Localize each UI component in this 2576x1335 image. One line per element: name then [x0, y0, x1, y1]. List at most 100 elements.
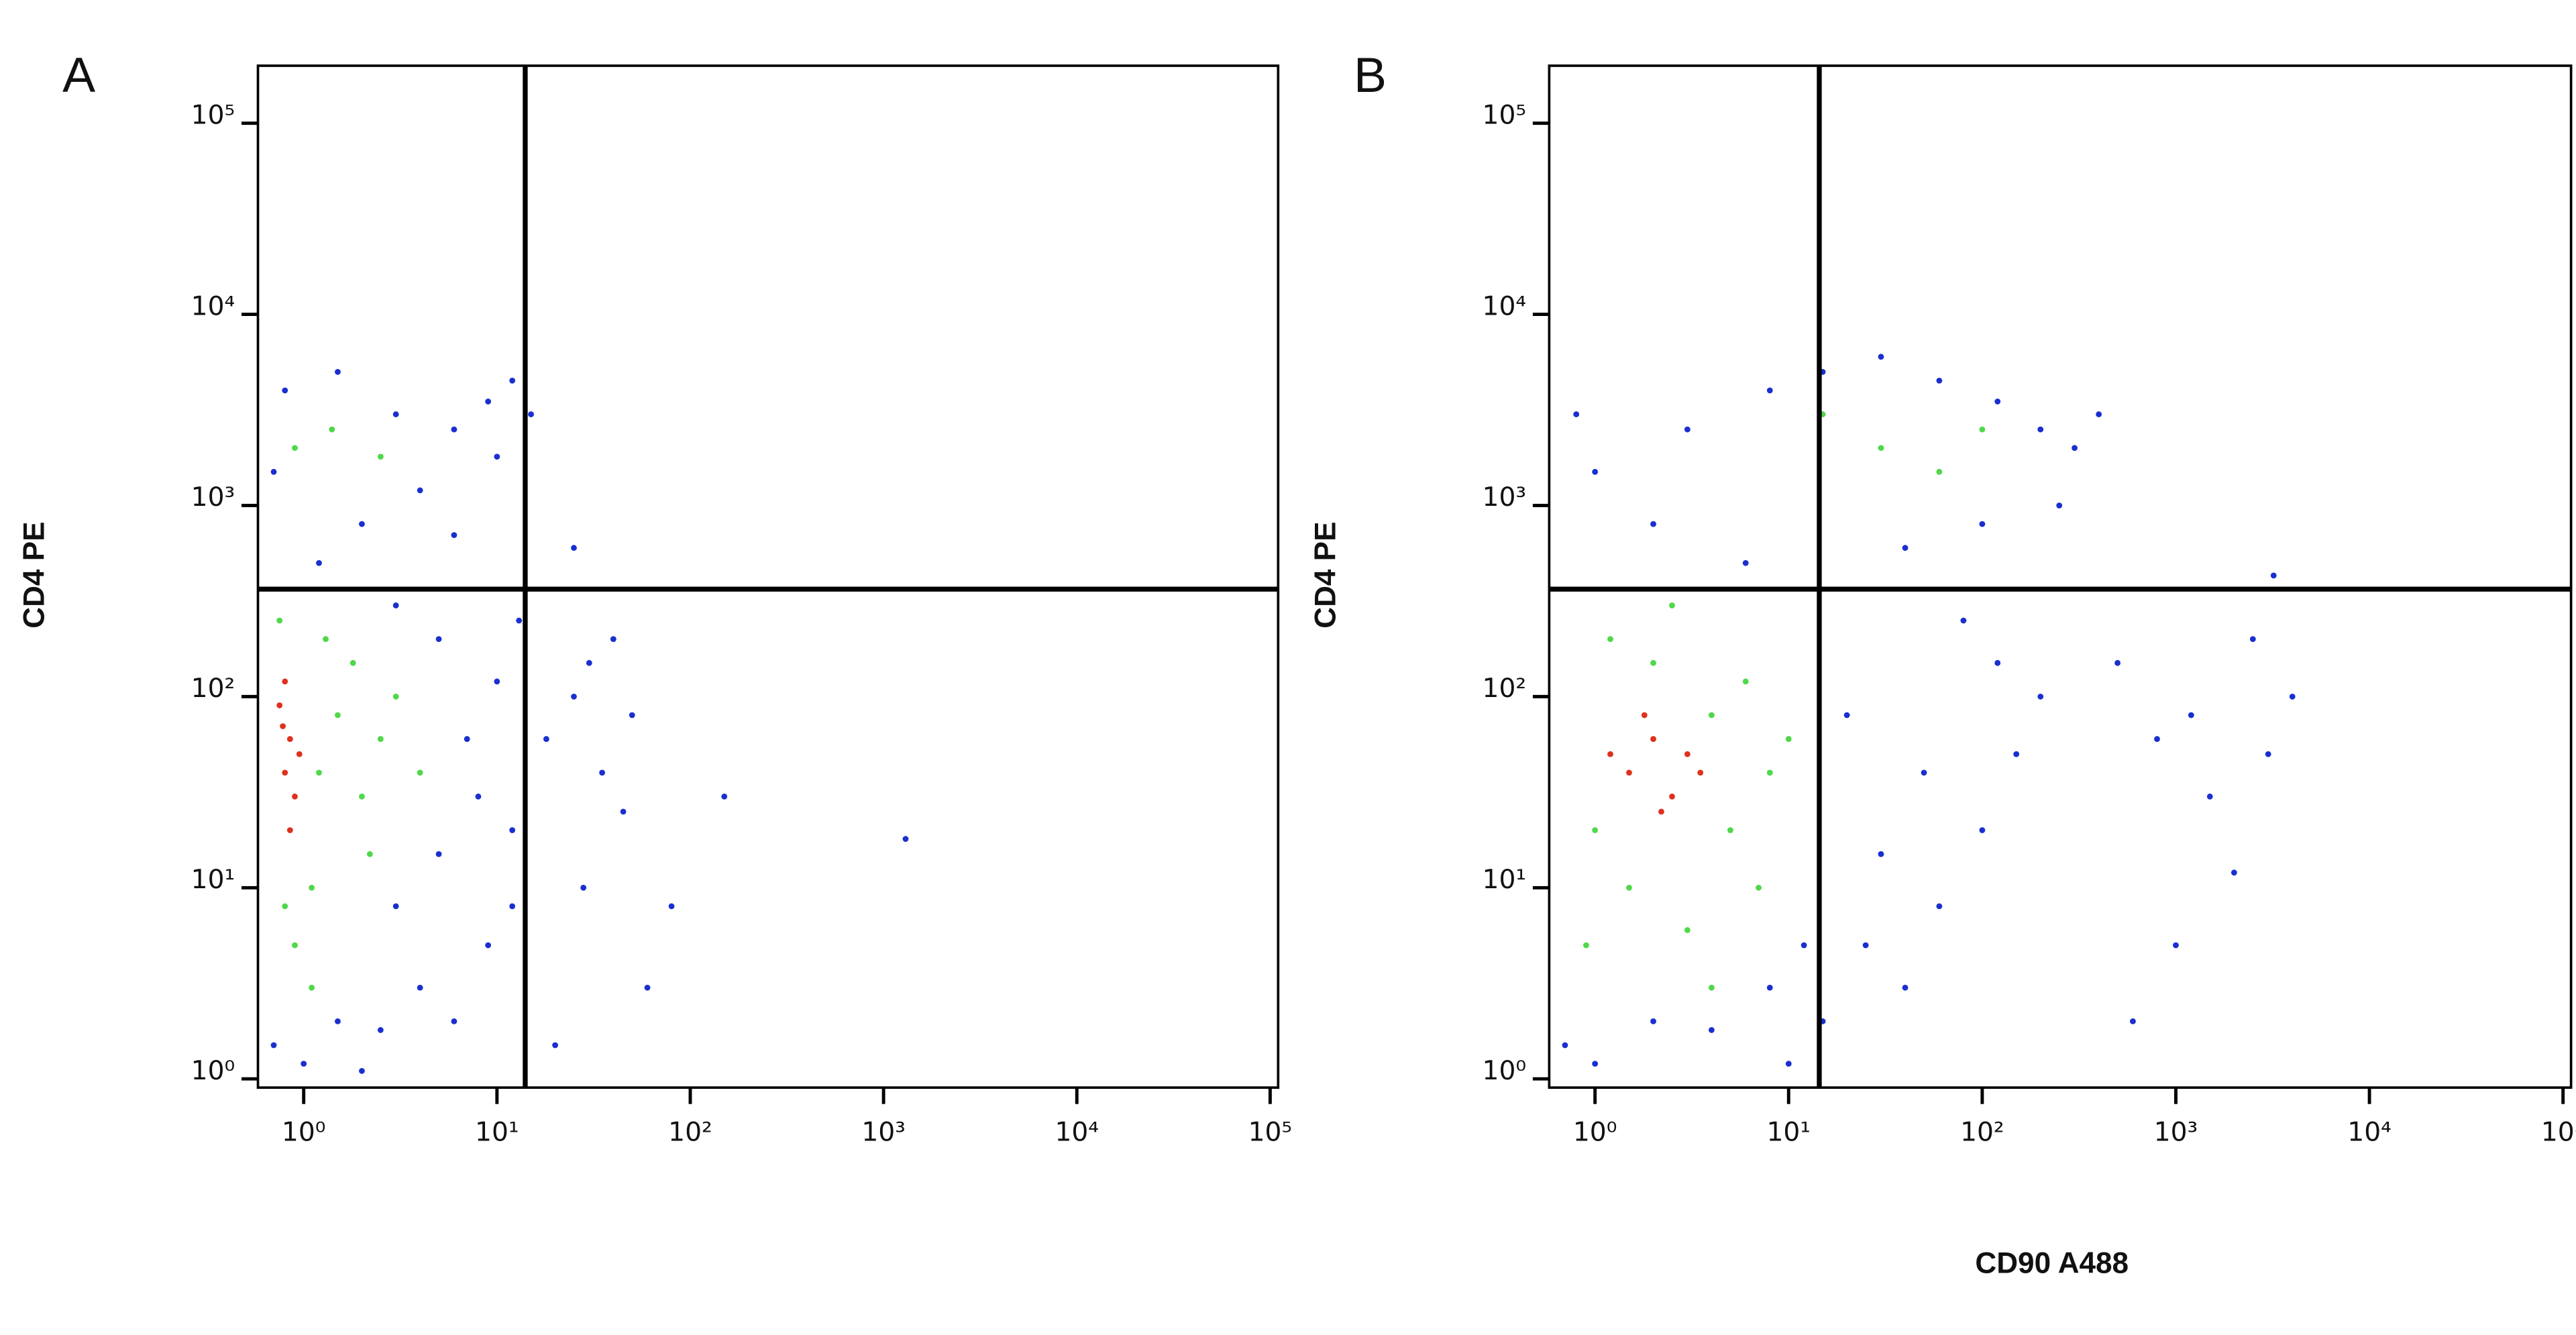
event-point [451, 426, 458, 433]
event-point [1742, 559, 1749, 566]
x-tick-label: 10⁴ [2347, 1117, 2392, 1147]
event-point [1756, 884, 1762, 891]
event-point [377, 453, 384, 460]
event-point [2231, 869, 2237, 876]
event-point [2173, 942, 2179, 949]
event-point [270, 468, 277, 475]
y-tick-label: 10² [191, 674, 235, 704]
event-point [2270, 572, 2277, 579]
y-tick-label: 10⁰ [1483, 1056, 1527, 1086]
event-point [1785, 1061, 1792, 1067]
event-point [1766, 387, 1773, 394]
event-point [1684, 426, 1690, 433]
event-point [571, 693, 577, 700]
event-point [286, 827, 293, 833]
event-point [1650, 736, 1656, 742]
event-point [1979, 521, 1986, 527]
event-point [335, 1018, 341, 1024]
x-tick-label: 10¹ [1766, 1117, 1811, 1147]
event-point [2072, 445, 2078, 451]
event-point [309, 984, 315, 991]
x-axis-label: CD90 A488 [1975, 1246, 2129, 1279]
event-point [296, 751, 303, 757]
x-tick-label: 10⁰ [1573, 1117, 1617, 1147]
panel: 10⁰ 10¹ 10² 10³ 10⁴ 10⁵ 10⁰ 10¹ 10² 10³ 10⁴ 10⁵ A CD4… [18, 47, 1293, 1147]
event-point [1562, 1042, 1568, 1049]
event-point [644, 984, 651, 991]
event-point [1936, 903, 1943, 910]
plot-frame [1548, 64, 2573, 1089]
event-point [1878, 445, 1884, 451]
event-point [1697, 769, 1704, 776]
event-point [2289, 693, 2296, 700]
event-point [2114, 659, 2121, 666]
y-tick-label: 10³ [191, 482, 235, 513]
event-point [335, 712, 341, 718]
event-point [1669, 602, 1675, 608]
event-point [329, 426, 335, 433]
event-point [668, 903, 675, 910]
event-point [392, 411, 399, 417]
x-tick-label: 10¹ [475, 1117, 519, 1147]
event-point [1592, 1061, 1599, 1067]
event-point [1684, 927, 1690, 933]
event-point [392, 602, 399, 608]
event-point [516, 617, 523, 624]
event-point [1658, 808, 1664, 815]
event-point [451, 1018, 458, 1024]
event-point [2249, 636, 2256, 643]
event-point [475, 793, 482, 800]
x-tick-label: 10⁰ [282, 1117, 326, 1147]
event-point [1583, 942, 1589, 949]
x-tick-label: 10³ [861, 1117, 906, 1147]
y-tick-label: 10⁵ [1483, 100, 1527, 130]
event-point [1607, 751, 1613, 757]
event-point [1862, 942, 1869, 949]
event-point [392, 903, 399, 910]
event-point [1650, 521, 1656, 527]
event-point [1727, 827, 1733, 833]
event-point [309, 884, 315, 891]
event-point [571, 545, 577, 551]
y-tick-label: 10⁵ [191, 100, 235, 130]
y-tick-label: 10¹ [1483, 865, 1527, 895]
event-point [280, 723, 286, 729]
event-point [1592, 827, 1599, 833]
event-point [2206, 793, 2213, 800]
event-point [350, 659, 356, 666]
event-point [509, 827, 516, 833]
event-point [2154, 736, 2160, 742]
event-point [721, 793, 728, 800]
event-point [1843, 712, 1850, 718]
event-point [552, 1042, 558, 1049]
event-point [392, 693, 399, 700]
event-point [282, 678, 288, 685]
event-point [316, 769, 322, 776]
event-point [1994, 398, 2001, 405]
event-point [1936, 468, 1943, 475]
event-point [629, 712, 635, 718]
x-tick-label: 10⁵ [1248, 1117, 1293, 1147]
y-tick-label: 10⁰ [191, 1056, 235, 1086]
panel-label: B [1354, 47, 1387, 103]
event-point [451, 532, 458, 539]
event-point [528, 411, 534, 417]
event-point [485, 398, 492, 405]
event-point [1669, 793, 1675, 800]
event-point [1573, 411, 1580, 417]
event-point [2265, 751, 2271, 757]
event-point [282, 769, 288, 776]
event-point [1626, 769, 1632, 776]
x-tick-label: 10² [1960, 1117, 2004, 1147]
panel: 10⁰ 10¹ 10² 10³ 10⁴ 10⁵ 10⁰ 10¹ 10² 10³ 10⁴ 10⁵ B CD4… [1309, 47, 2576, 1279]
event-point [292, 445, 298, 451]
event-point [2037, 426, 2044, 433]
event-point [494, 453, 500, 460]
event-point [1902, 984, 1909, 991]
event-point [359, 521, 365, 527]
panel-label: A [62, 47, 95, 103]
event-point [2056, 502, 2063, 509]
y-tick-label: 10² [1483, 674, 1527, 704]
